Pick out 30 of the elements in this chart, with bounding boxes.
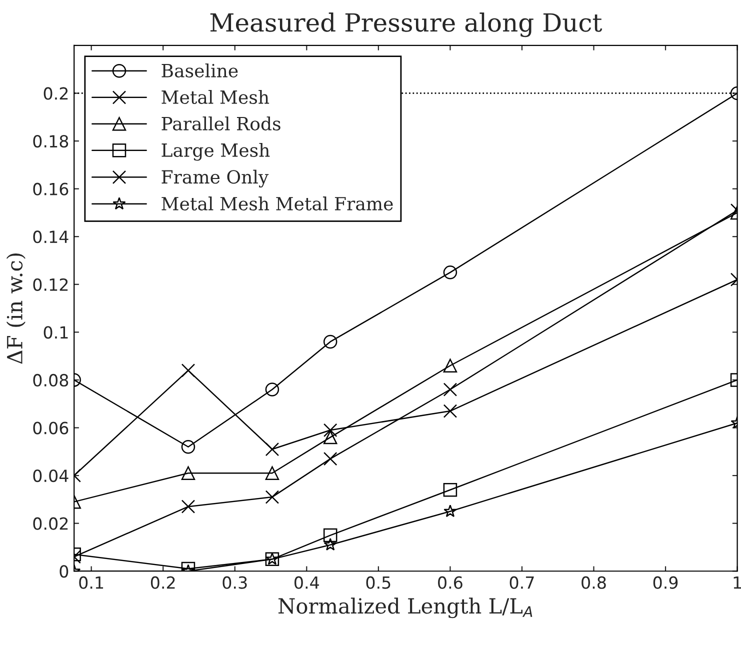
x-tick-label: 0.5 [366,576,390,589]
y-tick-label: 0.04 [33,470,68,482]
legend-label: Metal Mesh [162,90,270,104]
x-tick-label: 0.4 [294,576,319,589]
x-tick-label: 1 [734,576,741,589]
y-tick-label: 0.1 [44,326,68,339]
y-tick-label: 0 [60,565,68,578]
x-tick-label: 0.6 [438,576,462,589]
y-tick-label: 0.12 [33,278,68,291]
x-tick-label: 0.7 [510,576,534,589]
legend-label: Metal Mesh Metal Frame [162,196,393,210]
legend-label: Large Mesh [162,142,270,161]
y-axis-title: ΔF (in w.c) [6,254,26,364]
x-axis-title: Normalized Length L/L$_{A}$ [278,598,532,618]
y-tick-label: 0.02 [33,517,68,530]
legend-label: Baseline [162,63,238,78]
x-tick-label: 0.8 [582,576,606,589]
y-tick-label: 0.08 [33,374,68,387]
y-tick-label: 0.18 [33,134,68,148]
x-tick-label: 0.1 [79,576,104,589]
x-tick-label: 0.3 [222,576,247,589]
legend-label: Parallel Rods [162,116,280,130]
y-tick-label: 0.2 [44,87,68,100]
x-tick-label: 0.9 [653,576,678,589]
x-tick-label: 0.2 [150,576,175,589]
y-tick-label: 0.16 [33,182,68,196]
y-tick-label: 0.06 [33,422,68,434]
legend-label: Frame Only [162,170,269,188]
chart-title: Measured Pressure along Duct [210,12,602,38]
y-tick-label: 0.14 [33,230,68,244]
